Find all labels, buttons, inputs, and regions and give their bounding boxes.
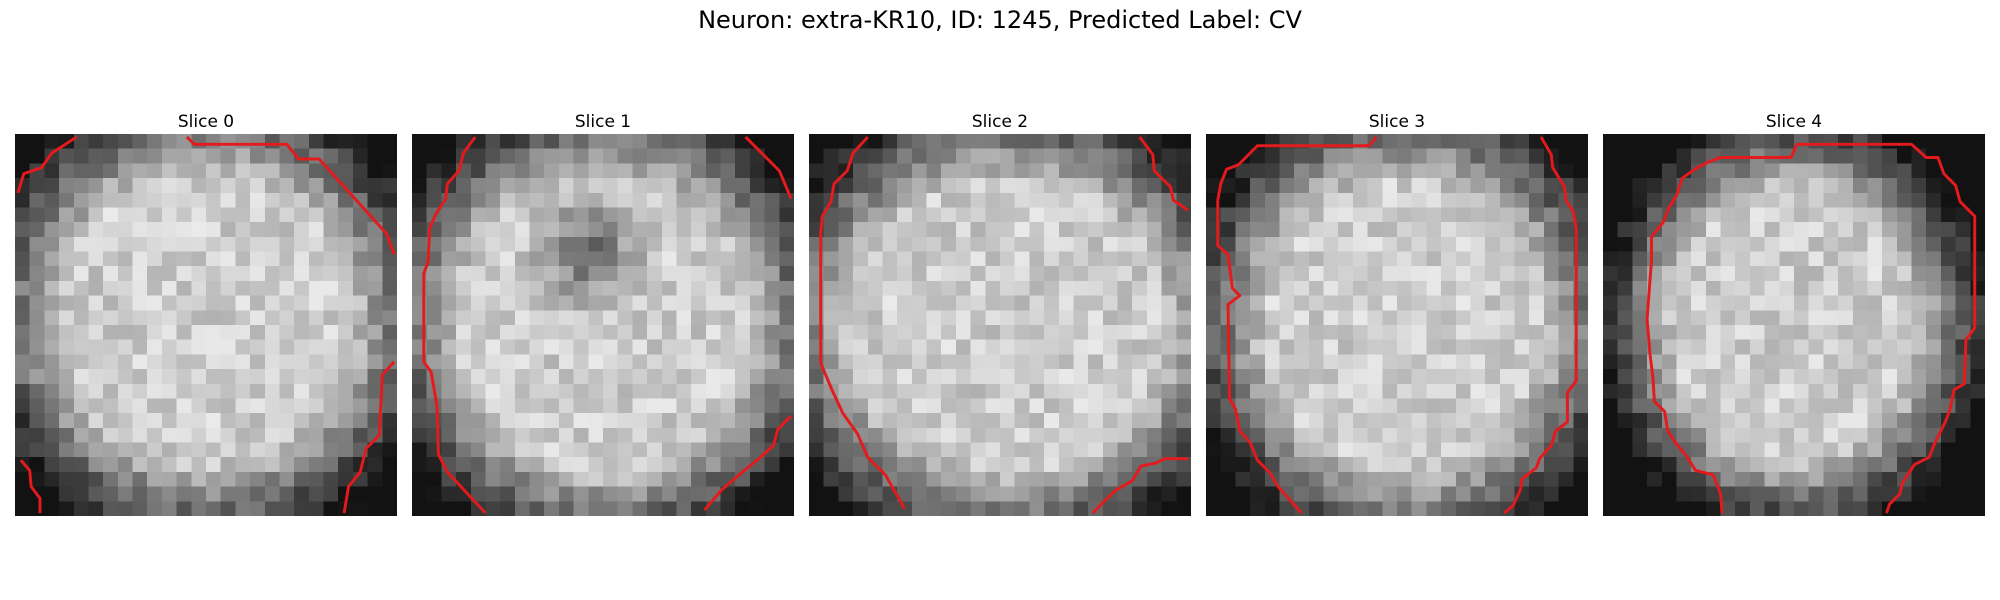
slice-panel-0: Slice 0 [15, 110, 397, 516]
slice-image-1 [412, 134, 794, 516]
slice-title-4: Slice 4 [1765, 112, 1823, 132]
slice-panel-1: Slice 1 [412, 110, 794, 516]
slice-title-3: Slice 3 [1368, 112, 1426, 132]
contour-line [1138, 136, 1189, 212]
contour-line [16, 135, 78, 194]
slice-image-4 [1603, 134, 1985, 516]
contour-line [1091, 457, 1189, 515]
slice-image-3 [1206, 134, 1588, 516]
contour-line [1503, 136, 1578, 515]
contour-line [1216, 135, 1378, 515]
contour-line [819, 135, 906, 510]
contour-line [703, 415, 793, 512]
slice-panel-2: Slice 2 [809, 110, 1191, 516]
contour-line [185, 135, 396, 255]
contour-line [19, 459, 42, 514]
contour-line [342, 360, 396, 514]
figure-title: Neuron: extra-KR10, ID: 1245, Predicted … [698, 6, 1302, 34]
slice-image-0 [15, 134, 397, 516]
contour-line [1645, 142, 1977, 514]
slice-panel-4: Slice 4 [1603, 110, 1985, 516]
contour-line [422, 136, 487, 515]
slice-image-2 [809, 134, 1191, 516]
slice-panel-3: Slice 3 [1206, 110, 1588, 516]
slice-title-1: Slice 1 [574, 112, 632, 132]
contour-line [744, 135, 793, 200]
slice-title-0: Slice 0 [177, 112, 235, 132]
slice-title-2: Slice 2 [971, 112, 1029, 132]
